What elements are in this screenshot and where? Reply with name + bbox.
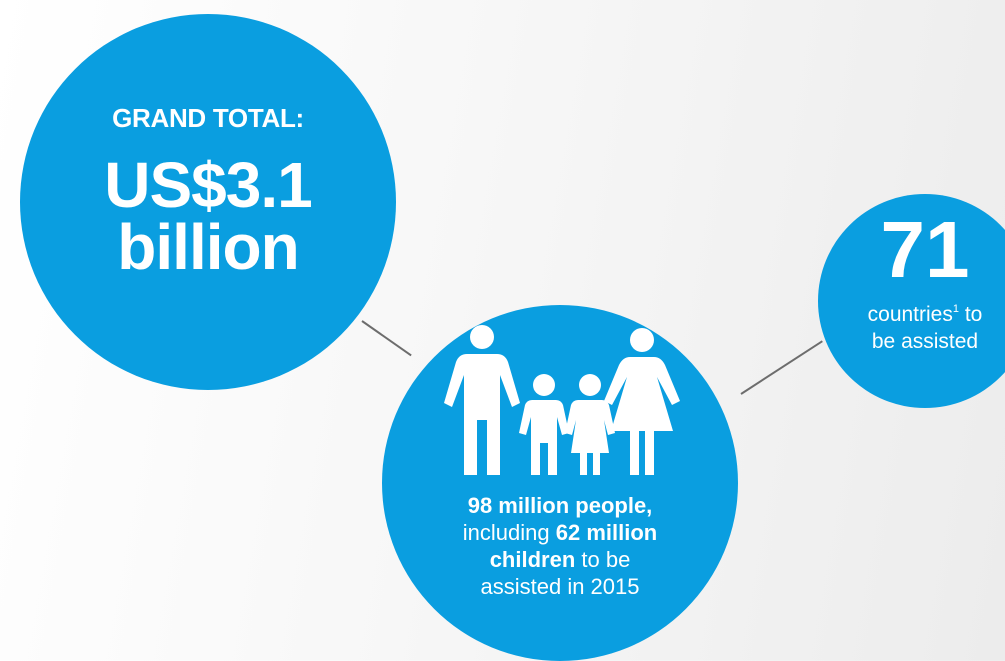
connector-line-right <box>740 340 823 395</box>
to-be-text: to be <box>575 547 631 572</box>
grand-total-amount-value: US$3.1 <box>104 149 312 221</box>
countries-line2: be assisted <box>871 330 979 353</box>
grand-total-circle: GRAND TOTAL: US$3.1 billion <box>20 14 396 390</box>
grand-total-amount-unit: billion <box>117 211 299 283</box>
people-line1: 98 million people, <box>382 492 738 519</box>
children-count: 62 million <box>555 520 658 545</box>
people-line2: including 62 million <box>382 519 738 546</box>
grand-total-amount: US$3.1 billion <box>20 149 396 283</box>
countries-count: 71 <box>880 205 970 294</box>
children-label: children <box>489 547 576 572</box>
people-description: 98 million people, including 62 million … <box>382 492 738 600</box>
people-circle: 98 million people, including 62 million … <box>382 305 738 661</box>
people-line4: assisted in 2015 <box>480 574 640 599</box>
footnote-marker: 1 <box>952 303 959 315</box>
countries-circle: 71 countries1 to be assisted <box>818 194 1005 408</box>
people-line3: children to be <box>382 546 738 573</box>
family-icon <box>444 325 680 475</box>
countries-line1: countries1 to <box>818 301 1005 328</box>
countries-description: countries1 to be assisted <box>818 301 1005 355</box>
connector-line-left <box>361 320 412 357</box>
countries-to: to <box>958 303 983 326</box>
grand-total-label: GRAND TOTAL: <box>112 103 304 133</box>
countries-word: countries <box>867 303 953 326</box>
people-count: 98 million people, <box>467 493 653 518</box>
including-text: including <box>462 520 556 545</box>
